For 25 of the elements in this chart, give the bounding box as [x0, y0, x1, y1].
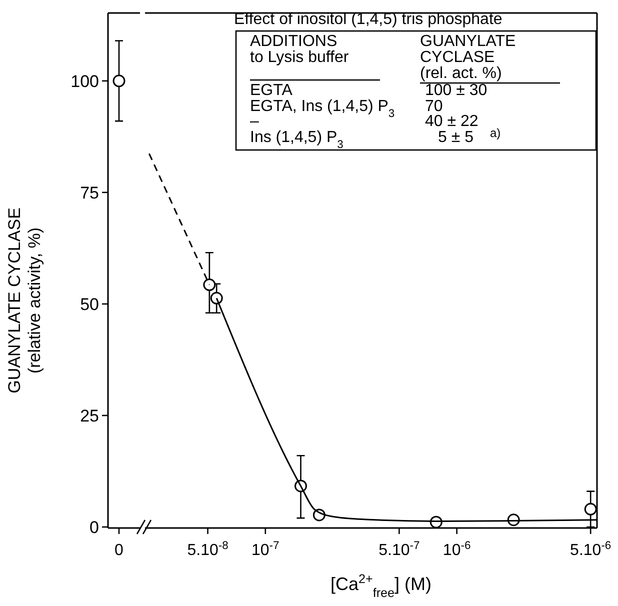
annotation: 70 — [425, 98, 443, 115]
annotation: GUANYLATE — [420, 33, 516, 50]
annotation: 5 ± 5 — [438, 129, 474, 146]
y-tick-label: 100 — [70, 72, 99, 91]
y-tick-label: 25 — [80, 406, 99, 426]
annotation: (rel. act. %) — [420, 65, 502, 82]
annotation: 40 ± 22 — [425, 113, 478, 130]
y-tick-label: 50 — [80, 294, 99, 314]
annotation: 100 ± 30 — [425, 82, 488, 99]
y-tick-label: 75 — [80, 183, 99, 202]
annotation: Ins (1,4,5) P$_{3}$ — [250, 129, 344, 151]
y-axis-title: GUANYLATE CYCLASE (relative activity, %) — [5, 208, 44, 394]
annotation: CYCLASE — [420, 49, 495, 66]
x-axis-title: [Ca$^{2+}$$_{free}$] (M) — [330, 572, 432, 600]
annotation: to Lysis buffer — [250, 49, 350, 66]
x-tick-label: 5.10$^{-6}$ — [570, 540, 612, 559]
annotation: a) — [490, 126, 501, 140]
x-tick-label: 5.10$^{-7}$ — [378, 540, 420, 559]
y-tick-label: 0 — [90, 518, 99, 537]
annotation: ADDITIONS — [250, 33, 338, 50]
x-tick-label: 0 — [114, 542, 124, 559]
annotation: EGTA — [250, 82, 293, 99]
x-tick-label: 10$^{-6}$ — [442, 540, 471, 559]
x-tick-label: 10$^{-7}$ — [252, 540, 280, 559]
x-tick-label: 5.10$^{-8}$ — [187, 540, 228, 559]
